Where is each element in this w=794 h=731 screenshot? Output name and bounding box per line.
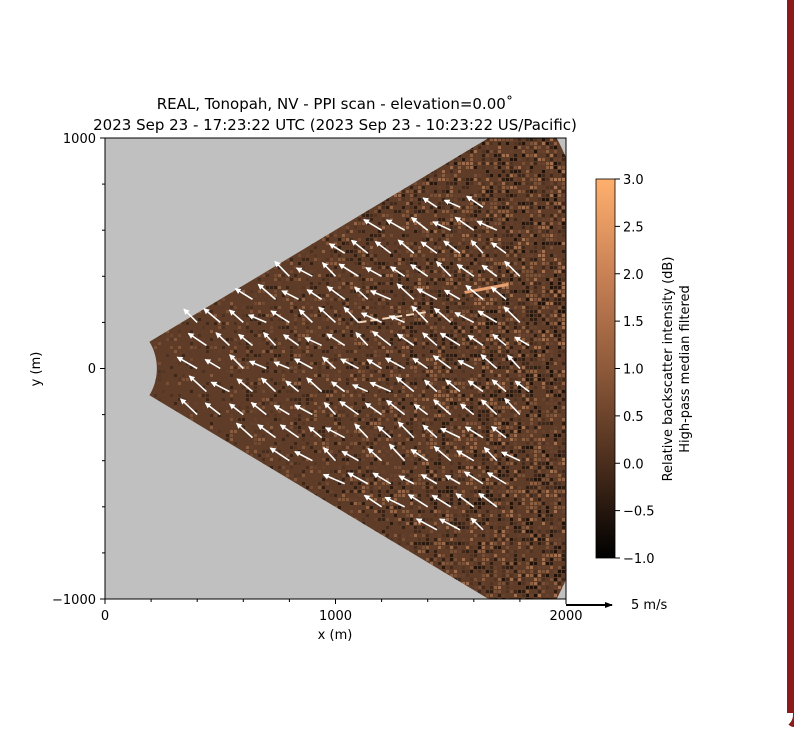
colorbar-tick-label: 0.5 bbox=[623, 410, 644, 425]
xtick-label-0: 0 bbox=[101, 609, 109, 624]
colorbar-tick-label: 3.0 bbox=[623, 173, 644, 188]
ytick-label-neg1000: −1000 bbox=[52, 593, 96, 608]
colorbar-tick-label: 1.0 bbox=[623, 363, 644, 378]
x-axis-label: x (m) bbox=[318, 628, 353, 643]
colorbar-tick-label: 0.0 bbox=[623, 457, 644, 472]
y-axis-label: y (m) bbox=[29, 352, 44, 387]
colorbar-tick-label: 2.5 bbox=[623, 220, 644, 235]
colorbar-label-line2: High-pass median filtered bbox=[678, 285, 693, 453]
colorbar bbox=[596, 179, 615, 558]
chart-title-line1: REAL, Tonopah, NV - PPI scan - elevation… bbox=[157, 95, 514, 113]
xtick-label-2000: 2000 bbox=[549, 609, 582, 624]
colorbar-tick-label: 2.0 bbox=[623, 268, 644, 283]
colorbar-tick-label: −1.0 bbox=[623, 552, 655, 567]
xtick-label-1000: 1000 bbox=[319, 609, 352, 624]
ytick-label-1000: 1000 bbox=[63, 132, 96, 147]
colorbar-label-line1: Relative backscatter intensity (dB) bbox=[661, 257, 676, 482]
colorbar-tick-label: 1.5 bbox=[623, 315, 644, 330]
chart-title-line2: 2023 Sep 23 - 17:23:22 UTC (2023 Sep 23 … bbox=[93, 116, 577, 134]
window-edge bbox=[787, 0, 794, 727]
plot-area bbox=[105, 138, 566, 601]
colorbar-ticks: 3.0 2.5 2.0 1.5 1.0 0.5 0.0 −0.5 −1.0 bbox=[615, 173, 655, 567]
quiverkey-label: 5 m/s bbox=[631, 598, 667, 613]
colorbar-tick-label: −0.5 bbox=[623, 505, 655, 520]
ytick-label-0: 0 bbox=[88, 362, 96, 377]
